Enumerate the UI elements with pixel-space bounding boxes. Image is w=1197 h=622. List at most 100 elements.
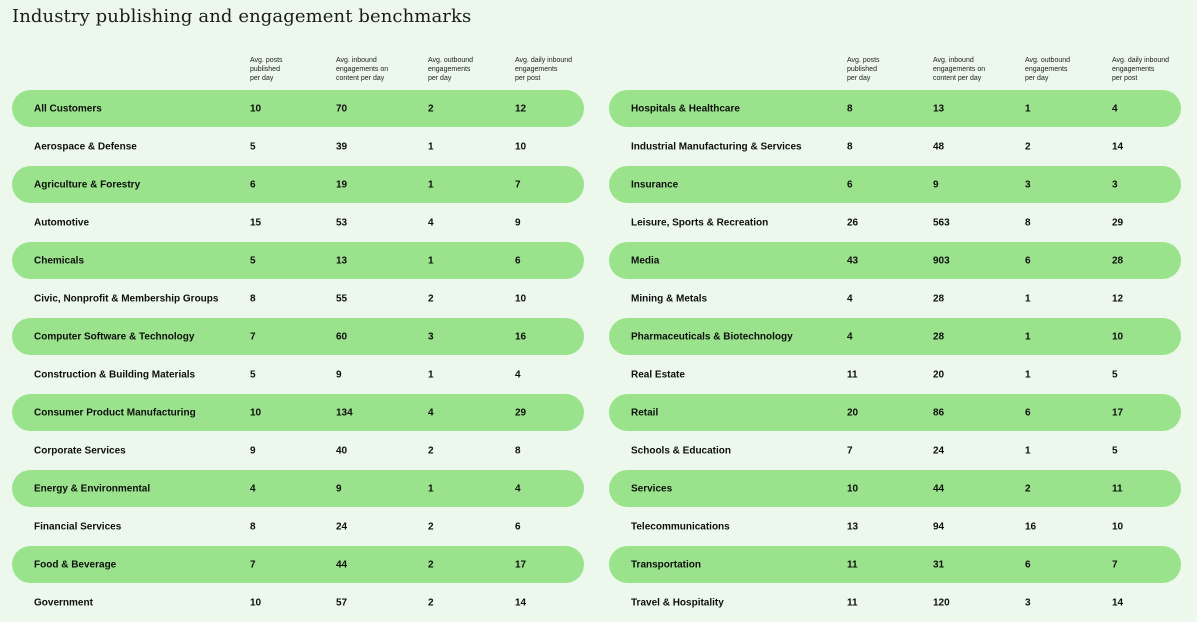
page-title: Industry publishing and engagement bench…	[12, 6, 472, 27]
value-cell: 3	[1025, 597, 1031, 608]
value-cell: 11	[847, 369, 858, 380]
column-header-line: per post	[1112, 75, 1138, 82]
value-cell: 5	[250, 141, 256, 152]
industry-name: Construction & Building Materials	[34, 369, 196, 380]
value-cell: 2	[428, 521, 434, 532]
value-cell: 1	[428, 179, 434, 190]
value-cell: 31	[933, 559, 945, 570]
value-cell: 8	[250, 293, 256, 304]
value-cell: 16	[515, 331, 527, 342]
value-cell: 9	[336, 483, 342, 494]
value-cell: 10	[250, 597, 262, 608]
table-row: Schools & Education 7 24 1 5	[609, 432, 1181, 469]
column-header-line: per day	[428, 75, 452, 82]
column-header-line: engagements on	[933, 66, 986, 73]
value-cell: 86	[933, 407, 945, 418]
value-cell: 1	[428, 141, 434, 152]
column-header-line: Avg. daily inbound	[1112, 57, 1170, 64]
value-cell: 10	[847, 483, 859, 494]
industry-name: Leisure, Sports & Recreation	[631, 217, 769, 228]
industry-name: Food & Beverage	[34, 559, 117, 570]
value-cell: 13	[336, 255, 348, 266]
value-cell: 70	[336, 103, 348, 114]
column-header-1: Avg. posts published per day	[250, 56, 283, 83]
industry-name: Pharmaceuticals & Biotechnology	[631, 331, 793, 342]
column-header-3: Avg. outbound engagements per day	[1025, 56, 1070, 83]
value-cell: 9	[515, 217, 521, 228]
value-cell: 5	[1112, 369, 1118, 380]
industry-name: Automotive	[34, 217, 89, 228]
table-row: Civic, Nonprofit & Membership Groups 8 55 2…	[12, 280, 584, 317]
industry-name: All Customers	[34, 103, 102, 114]
value-cell: 7	[1112, 559, 1118, 570]
value-cell: 14	[515, 597, 527, 608]
value-cell: 120	[933, 597, 950, 608]
industry-name: Media	[631, 255, 660, 266]
value-cell: 15	[250, 217, 262, 228]
column-header-line: per post	[515, 75, 541, 82]
value-cell: 5	[250, 369, 256, 380]
value-cell: 12	[1112, 293, 1124, 304]
column-header-line: per day	[1025, 75, 1049, 82]
table-row: Industrial Manufacturing & Services 8 48 2 1…	[609, 128, 1181, 165]
table-row: Insurance 6 9 3 3	[609, 166, 1181, 203]
table-row: Corporate Services 9 40 2 8	[12, 432, 584, 469]
column-header-line: content per day	[336, 75, 385, 82]
value-cell: 14	[1112, 597, 1124, 608]
value-cell: 28	[1112, 255, 1124, 266]
value-cell: 11	[847, 597, 858, 608]
table-row: Food & Beverage 7 44 2 17	[12, 546, 584, 583]
value-cell: 6	[515, 255, 521, 266]
table-row: Automotive 15 53 4 9	[12, 204, 584, 241]
value-cell: 94	[933, 521, 945, 532]
value-cell: 26	[847, 217, 859, 228]
value-cell: 17	[1112, 407, 1124, 418]
industry-name: Mining & Metals	[631, 293, 708, 304]
value-cell: 7	[847, 445, 853, 456]
value-cell: 6	[515, 521, 521, 532]
industry-name: Government	[34, 597, 93, 608]
value-cell: 29	[515, 407, 527, 418]
value-cell: 2	[428, 445, 434, 456]
value-cell: 1	[1025, 293, 1031, 304]
industry-name: Computer Software & Technology	[34, 331, 195, 342]
industry-name: Real Estate	[631, 369, 685, 380]
value-cell: 3	[1112, 179, 1118, 190]
value-cell: 48	[933, 141, 945, 152]
table-row: Construction & Building Materials 5 9 1 4	[12, 356, 584, 393]
column-header-line: per day	[250, 75, 274, 82]
value-cell: 6	[1025, 407, 1031, 418]
industry-name: Travel & Hospitality	[631, 597, 724, 608]
industry-name: Chemicals	[34, 255, 85, 266]
value-cell: 5	[1112, 445, 1118, 456]
column-header-line: content per day	[933, 75, 982, 82]
industry-name: Telecommunications	[631, 521, 730, 532]
column-header-line: per day	[847, 75, 871, 82]
industry-name: Civic, Nonprofit & Membership Groups	[34, 293, 219, 304]
column-header-1: Avg. posts published per day	[847, 56, 880, 83]
value-cell: 4	[515, 369, 521, 380]
value-cell: 10	[1112, 521, 1124, 532]
value-cell: 40	[336, 445, 348, 456]
column-header-line: published	[847, 66, 877, 73]
value-cell: 1	[428, 369, 434, 380]
value-cell: 8	[1025, 217, 1031, 228]
industry-name: Insurance	[631, 179, 679, 190]
table-row: Hospitals & Healthcare 8 13 1 4	[609, 90, 1181, 127]
value-cell: 3	[428, 331, 434, 342]
value-cell: 134	[336, 407, 353, 418]
column-header-line: Avg. daily inbound	[515, 57, 573, 64]
value-cell: 4	[1112, 103, 1118, 114]
column-header-line: Avg. posts	[250, 57, 283, 64]
table-row: Transportation 11 31 6 7	[609, 546, 1181, 583]
value-cell: 7	[250, 559, 256, 570]
value-cell: 8	[847, 141, 853, 152]
value-cell: 4	[515, 483, 521, 494]
column-header-line: engagements	[515, 66, 558, 73]
table-row: Travel & Hospitality 11 120 3 14	[609, 584, 1181, 621]
industry-name: Agriculture & Forestry	[34, 179, 141, 190]
table-row: Real Estate 11 20 1 5	[609, 356, 1181, 393]
column-header-line: Avg. inbound	[933, 57, 974, 64]
column-header-line: published	[250, 66, 280, 73]
value-cell: 1	[428, 255, 434, 266]
